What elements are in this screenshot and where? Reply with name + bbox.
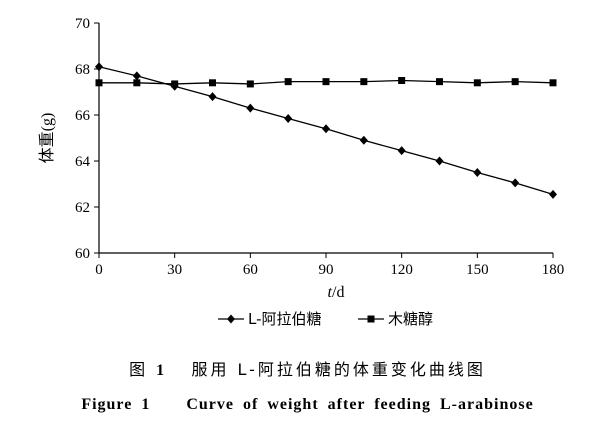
- y-tick-label: 62: [75, 200, 90, 216]
- data-point: [132, 71, 141, 81]
- data-point: [322, 124, 330, 134]
- data-point: [209, 79, 216, 87]
- data-point: [133, 79, 141, 87]
- data-point: [359, 135, 368, 145]
- figure-caption-en: Figure 1 Curve of weight after feeding L…: [81, 396, 534, 413]
- x-tick-label: 180: [542, 262, 565, 278]
- figure-caption-cn: 图 1 服用 L-阿拉伯糖的体重变化曲线图: [0, 356, 615, 380]
- data-point: [549, 189, 557, 199]
- x-axis-label: t/d: [328, 284, 345, 301]
- x-axis-ticks: 0 30 60 90 120 150 180: [95, 253, 564, 278]
- data-point: [246, 103, 255, 113]
- x-tick-label: 150: [466, 262, 489, 278]
- caption-cn-number: 1: [156, 362, 168, 379]
- x-axis-label-unit: /d: [332, 284, 344, 301]
- data-point: [435, 156, 444, 166]
- data-point: [284, 113, 293, 123]
- data-point: [171, 80, 179, 88]
- y-tick-label: 68: [75, 62, 90, 78]
- y-tick-label: 64: [75, 154, 91, 170]
- legend-label: L-阿拉伯糖: [248, 310, 322, 328]
- x-axis-label-var: t: [328, 284, 333, 301]
- data-point: [360, 78, 368, 86]
- legend-marker: [227, 314, 235, 324]
- data-point: [284, 78, 292, 86]
- y-axis-label: 体重(g): [38, 113, 56, 164]
- data-point: [511, 178, 520, 188]
- x-tick-label: 120: [390, 262, 413, 278]
- data-point: [322, 78, 330, 86]
- chart-axes: [98, 23, 553, 254]
- data-point: [397, 146, 406, 156]
- x-tick-label: 90: [319, 262, 334, 278]
- caption-cn-text: 服用 L-阿拉伯糖的体重变化曲线图: [191, 360, 486, 379]
- legend-marker: [367, 315, 375, 323]
- y-tick-label: 60: [75, 246, 90, 262]
- series-layer: [95, 62, 557, 199]
- data-point: [473, 168, 482, 177]
- x-tick-label: 0: [95, 262, 103, 278]
- data-point: [246, 80, 254, 88]
- data-point: [549, 79, 557, 87]
- y-tick-label: 70: [75, 16, 90, 32]
- x-tick-label: 30: [167, 262, 182, 278]
- chart-legend: L-阿拉伯糖 木糖醇: [218, 310, 433, 328]
- data-point: [398, 77, 406, 84]
- data-point: [436, 78, 443, 86]
- legend-label: 木糖醇: [388, 310, 433, 328]
- y-tick-label: 66: [75, 108, 91, 124]
- y-axis-ticks: 60 62 64 66 68 70: [75, 16, 99, 262]
- data-point: [208, 92, 217, 102]
- series-1: [95, 62, 557, 199]
- data-point: [511, 78, 519, 86]
- x-tick-label: 60: [243, 262, 258, 278]
- data-point: [95, 62, 103, 72]
- data-point: [473, 79, 481, 87]
- legend-item-1: L-阿拉伯糖: [218, 310, 322, 328]
- series-2: [95, 77, 557, 88]
- caption-cn-prefix: 图: [129, 360, 149, 379]
- legend-item-2: 木糖醇: [358, 310, 433, 328]
- data-point: [95, 79, 103, 87]
